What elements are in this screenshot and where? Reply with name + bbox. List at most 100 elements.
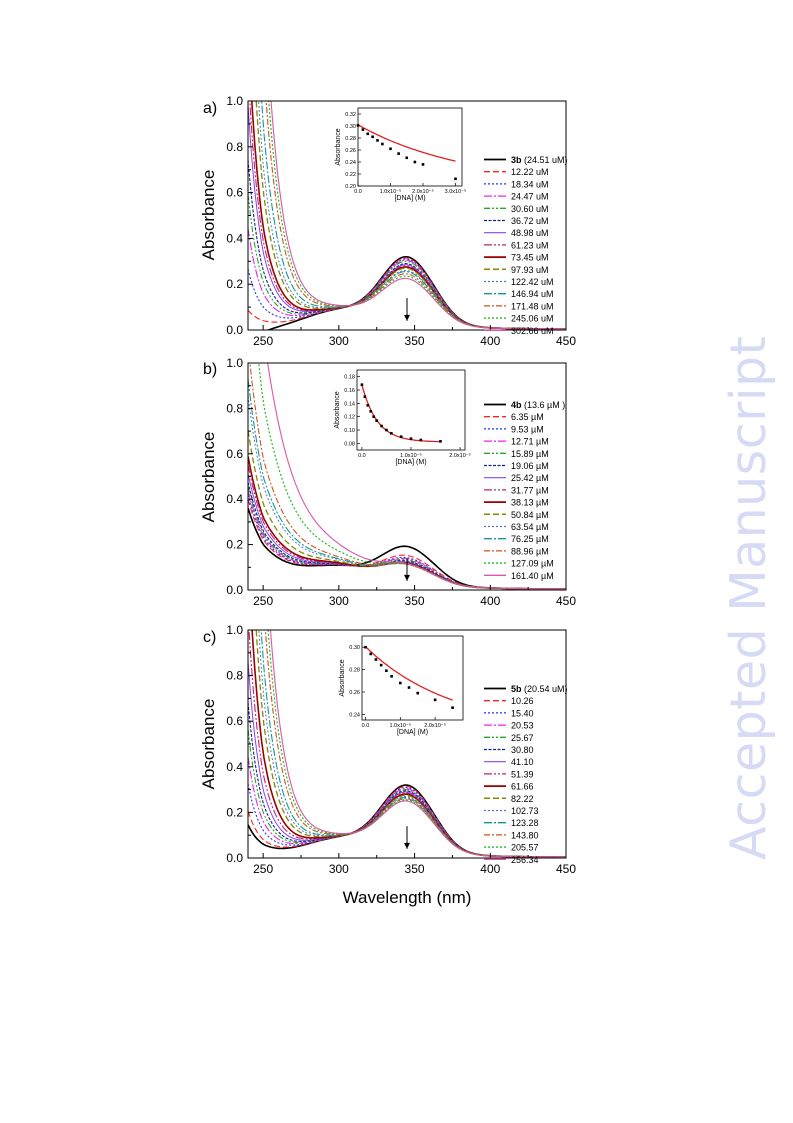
legend-label-2: 12.22 uM [511,167,549,177]
y-axis-label: Absorbance [199,432,218,523]
inset-data-point-11 [409,437,413,440]
legend-label-3: 15.40 [511,708,534,718]
x-tick-label-450: 450 [556,594,576,608]
x-tick-label-400: 400 [480,862,500,876]
inset-y-tick-label: 0.08 [344,441,355,447]
inset-y-tick-label: 0.10 [344,428,355,434]
legend-compound: 3b [511,155,524,165]
inset-frame [357,107,463,187]
inset-x-tick-label: 0.0 [362,723,370,729]
inset-data-point-5 [385,669,388,673]
x-tick-label-350: 350 [405,594,425,608]
inset-plot: 0.08 0.10 0.12 0.14 0.16 0.18 0.0 1.0x10⁻⁵ 2.0x1… [334,369,471,466]
legend: 5b (20.54 uM) 10.26 15.40 20.53 25.67 30.80 41… [484,684,568,865]
y-tick-label-0.0: 0.0 [226,323,243,337]
inset-x-tick-label: 1.0x10⁻⁵ [380,188,402,195]
inset-x-tick-label: 3.0x10⁻⁵ [445,188,467,195]
x-tick-label-450: 450 [556,334,576,348]
spectrum-series-11 [258,101,566,330]
legend-label-7: 48.98 uM [511,228,549,238]
inset-y-tick-label: 0.24 [349,712,360,718]
y-tick-label-0.6: 0.6 [226,714,243,728]
legend: 3b (24.51 uM) 12.22 uM 18.34 uM 24.47 uM 30.… [484,155,568,336]
panel-label: c) [203,629,216,646]
x-tick-label-300: 300 [329,862,349,876]
inset-data-point-6 [390,675,393,678]
inset-y-tick-label: 0.28 [345,136,356,142]
inset-plot: 0.20 0.22 0.24 0.26 0.28 0.30 0.32 0.0 1.0x10⁻⁵ 2… [335,107,467,202]
inset-x-tick-label: 1.0x10⁻⁵ [400,452,422,459]
inset-y-axis-label: Absorbance [334,391,341,428]
inset-x-axis-label: [DNA] (M) [395,459,426,466]
inset-y-tick-label: 0.24 [345,160,356,166]
inset-data-point-12 [419,438,423,442]
legend: 4b (13.6 µM ) 6.35 µM 9.53 µM 12.71 µM 15.89… [484,400,565,581]
inset-x-axis-label: [DNA] (M) [394,195,425,202]
legend-label-3: 9.53 µM [511,424,544,434]
decrease-arrow-head [404,842,410,849]
legend-label-8: 31.77 µM [511,485,549,495]
inset-y-tick-label: 0.16 [344,388,355,394]
x-tick-label-300: 300 [329,594,349,608]
inset-y-axis-label: Absorbance [339,659,346,696]
chart-panel-2: 250 300 350 400 450 0.0 0.2 0.4 0.6 0.8 1.0 b) Absor… [199,356,576,608]
inset-data-point-10 [413,160,417,164]
inset-fit-curve [365,646,453,701]
inset-x-tick-label: 0.0 [354,189,362,195]
y-tick-label-0.6: 0.6 [226,186,243,200]
inset-data-point-2 [361,128,365,131]
legend-label-13: 171.48 uM [511,301,554,311]
y-tick-label-0.4: 0.4 [226,231,243,245]
legend-label-5: 30.60 uM [511,204,549,214]
inset-plot: 0.24 0.26 0.28 0.30 0.0 1.0x10⁻⁵ 2.0x10⁻⁵[DNA]… [339,635,464,736]
inset-data-point-8 [397,152,400,155]
inset-data-point-4 [369,410,373,413]
inset-data-point-11 [451,706,454,709]
spectrum-series-5 [248,729,566,858]
legend-label-14: 127.09 µM [511,559,554,569]
inset-data-point-3 [366,132,370,136]
legend-label-4: 24.47 uM [511,192,549,202]
inset-x-tick-label: 2.0x10⁻⁵ [449,452,471,459]
inset-y-tick-label: 0.20 [345,184,356,190]
inset-x-tick-label: 1.0x10⁻⁵ [389,722,411,729]
x-tick-label-350: 350 [405,862,425,876]
inset-data-point-10 [399,435,403,438]
y-tick-label-0.8: 0.8 [226,401,243,415]
legend-label-12: 76.25 µM [511,534,549,544]
chart-panel-1: 250 300 350 400 450 0.0 0.2 0.4 0.6 0.8 1.0 a) Absor… [199,94,576,348]
panel-label: a) [203,100,217,117]
inset-y-tick-label: 0.18 [344,375,355,381]
inset-data-point-3 [366,404,370,407]
y-tick-label-0.6: 0.6 [226,447,243,461]
spectra-curves [248,101,566,330]
inset-data-point-4 [371,135,374,139]
inset-data-point-9 [390,432,393,435]
chart-panel-3: 250 300 350 400 450 0.0 0.2 0.4 0.6 0.8 1.0 c) Absor… [199,623,576,876]
legend-label-10: 97.93 uM [511,265,549,275]
legend-label-15: 161.40 µM [511,571,554,581]
inset-y-tick-label: 0.12 [344,415,355,421]
inset-frame [356,369,466,451]
inset-data-point-13 [439,440,442,443]
y-tick-label-0.2: 0.2 [226,805,243,819]
legend-label-11: 63.54 µM [511,522,549,532]
legend-label-4: 20.53 [511,721,534,731]
inset-data-point-9 [405,156,409,160]
inset-y-tick-label: 0.30 [349,645,360,651]
inset-data-point-9 [416,691,420,695]
legend-label-2: 6.35 µM [511,412,544,422]
y-tick-label-0.4: 0.4 [226,760,243,774]
inset-y-tick-label: 0.14 [344,401,355,407]
y-tick-label-0.4: 0.4 [226,492,243,506]
inset-data-point-8 [385,428,388,432]
inset-frame [361,635,464,721]
inset-data-point-11 [421,163,425,166]
spectrum-series-13 [264,630,566,858]
legend-compound: 5b [511,684,524,694]
legend-label-9: 73.45 uM [511,253,549,263]
y-tick-label-1.0: 1.0 [226,623,243,637]
legend-label-1: 3b (24.51 uM) [511,155,568,165]
legend-label-8: 61.23 uM [511,240,549,250]
